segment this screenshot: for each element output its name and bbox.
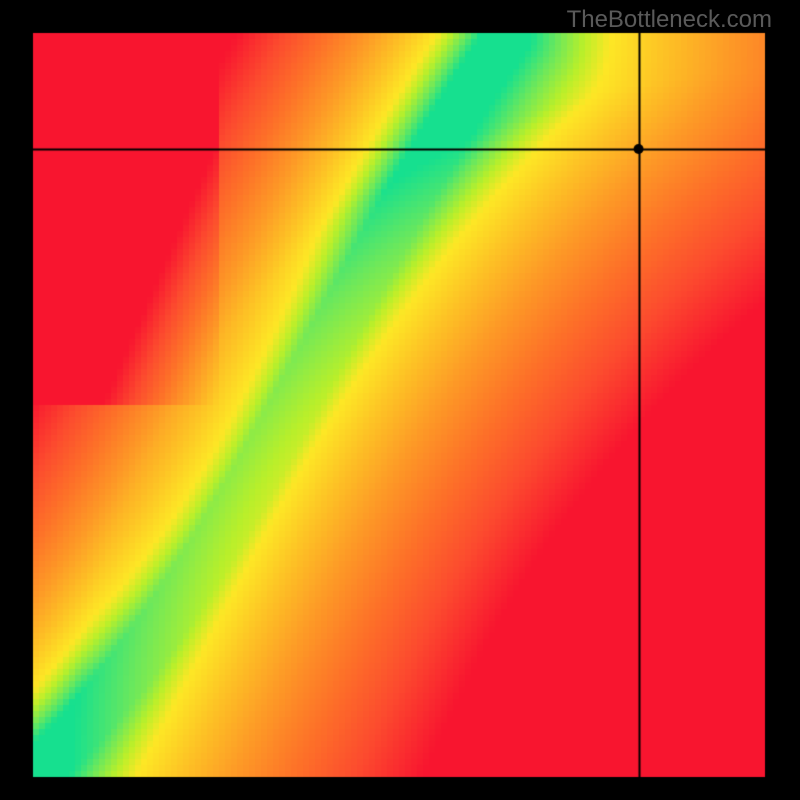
watermark-label: TheBottleneck.com: [567, 6, 772, 34]
chart-container: TheBottleneck.com: [0, 0, 800, 800]
heatmap-canvas: [0, 0, 800, 800]
